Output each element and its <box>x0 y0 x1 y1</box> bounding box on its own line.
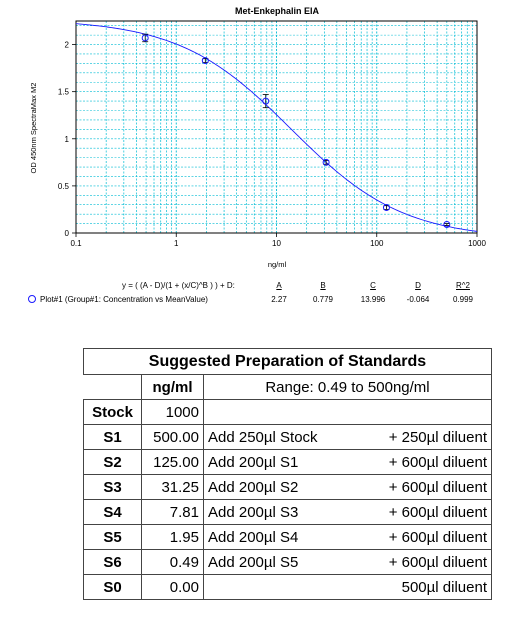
fit-param-value: 2.27 <box>271 295 287 304</box>
row-label: Stock <box>83 399 142 425</box>
legend-label: Plot#1 (Group#1: Concentration vs MeanVa… <box>40 295 208 304</box>
fit-param-name: D <box>415 281 421 290</box>
x-tick-label: 1000 <box>468 239 486 248</box>
x-tick-label: 1 <box>174 239 179 248</box>
row-add: Add 250µl Stock <box>203 424 352 450</box>
grid <box>76 21 477 233</box>
row-concentration: 125.00 <box>141 449 204 475</box>
row-label: S5 <box>83 524 142 550</box>
row-add: Add 200µl S1 <box>203 449 352 475</box>
row-concentration: 1000 <box>141 399 204 425</box>
y-tick-label: 0.5 <box>58 182 70 191</box>
row-concentration: 0.00 <box>141 574 204 600</box>
data-point <box>201 57 209 65</box>
range-header: Range: 0.49 to 500ng/ml <box>203 374 492 400</box>
x-tick-label: 10 <box>272 239 281 248</box>
row-diluent: + 600µl diluent <box>351 474 492 500</box>
y-axis-label: OD 450nm SpectraMax M2 <box>29 83 38 174</box>
row-label: S2 <box>83 449 142 475</box>
fit-param-name: A <box>276 281 282 290</box>
x-tick-label: 100 <box>370 239 384 248</box>
table-row: S4 7.81 Add 200µl S3 + 600µl diluent <box>83 499 492 525</box>
chart-title: Met-Enkephalin EIA <box>235 6 320 16</box>
y-tick-label: 0 <box>65 229 70 238</box>
axis-ticks: 0.1 1 10 100 1000 0 0.5 1 1.5 2 <box>58 41 487 248</box>
table-row: S2 125.00 Add 200µl S1 + 600µl diluent <box>83 449 492 475</box>
fit-param-value: 13.996 <box>360 295 386 304</box>
row-diluent: + 600µl diluent <box>351 524 492 550</box>
row-label: S1 <box>83 424 142 450</box>
table-row: S1 500.00 Add 250µl Stock + 250µl diluent <box>83 424 492 450</box>
header-blank <box>83 374 142 400</box>
data-point <box>382 204 390 212</box>
chart: Met-Enkephalin EIA 0.1 1 10 100 1000 0 0.5 1 1.5… <box>29 6 487 269</box>
row-concentration: 31.25 <box>141 474 204 500</box>
x-tick-label: 0.1 <box>70 239 82 248</box>
row-concentration: 0.49 <box>141 549 204 575</box>
data-point <box>262 94 270 109</box>
row-add: Add 200µl S5 <box>203 549 352 575</box>
row-diluent: + 250µl diluent <box>351 424 492 450</box>
y-tick-label: 1 <box>65 135 70 144</box>
row-diluent <box>351 399 492 425</box>
fit-param-value: 0.999 <box>452 295 474 304</box>
data-point <box>322 158 330 166</box>
y-tick-label: 2 <box>65 41 70 50</box>
row-label: S0 <box>83 574 142 600</box>
row-add <box>203 574 352 600</box>
data-point <box>141 33 149 43</box>
y-tick-label: 1.5 <box>58 88 70 97</box>
unit-header: ng/ml <box>141 374 204 400</box>
row-diluent: + 600µl diluent <box>351 499 492 525</box>
row-concentration: 1.95 <box>141 524 204 550</box>
table-row: Stock 1000 <box>83 399 492 425</box>
table-row: S0 0.00 500µl diluent <box>83 574 492 600</box>
fit-param-name: B <box>320 281 326 290</box>
table-row: S5 1.95 Add 200µl S4 + 600µl diluent <box>83 524 492 550</box>
fit-param-name: R^2 <box>456 281 470 290</box>
row-add: Add 200µl S4 <box>203 524 352 550</box>
data-points <box>141 33 451 229</box>
row-label: S3 <box>83 474 142 500</box>
legend-marker-icon <box>28 295 36 303</box>
row-add <box>203 399 352 425</box>
table-title-row: Suggested Preparation of Standards <box>83 348 492 375</box>
table-row: S6 0.49 Add 200µl S5 + 600µl diluent <box>83 549 492 575</box>
row-label: S4 <box>83 499 142 525</box>
fit-param-value: 0.779 <box>312 295 334 304</box>
table-title: Suggested Preparation of Standards <box>83 348 492 375</box>
row-add: Add 200µl S2 <box>203 474 352 500</box>
table-header-row: ng/ml Range: 0.49 to 500ng/ml <box>83 374 492 400</box>
row-diluent: 500µl diluent <box>351 574 492 600</box>
x-axis-label: ng/ml <box>268 260 287 269</box>
row-concentration: 500.00 <box>141 424 204 450</box>
row-label: S6 <box>83 549 142 575</box>
fit-equation: y = ( (A - D)/(1 + (x/C)^B ) ) + D: <box>122 281 235 290</box>
legend: Plot#1 (Group#1: Concentration vs MeanVa… <box>28 295 208 304</box>
row-add: Add 200µl S3 <box>203 499 352 525</box>
row-diluent: + 600µl diluent <box>351 549 492 575</box>
row-concentration: 7.81 <box>141 499 204 525</box>
standards-table: Suggested Preparation of Standards ng/ml… <box>83 348 492 600</box>
fit-param-name: C <box>370 281 376 290</box>
fit-curve <box>75 23 478 232</box>
row-diluent: + 600µl diluent <box>351 449 492 475</box>
data-point <box>443 221 451 229</box>
fit-param-value: -0.064 <box>406 295 430 304</box>
table-row: S3 31.25 Add 200µl S2 + 600µl diluent <box>83 474 492 500</box>
